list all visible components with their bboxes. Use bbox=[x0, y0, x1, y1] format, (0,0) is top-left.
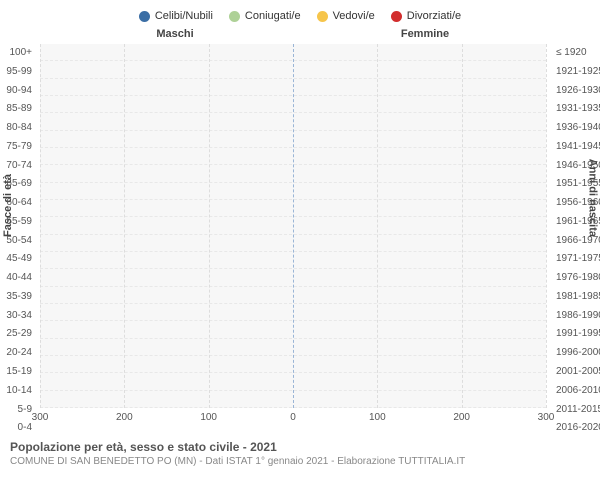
legend-item: Celibi/Nubili bbox=[139, 10, 213, 22]
birth-year-label: 1941-1945 bbox=[552, 142, 600, 161]
legend-item: Vedovi/e bbox=[317, 10, 375, 22]
age-label: 10-14 bbox=[0, 386, 36, 405]
legend-swatch bbox=[317, 11, 328, 22]
legend-swatch bbox=[139, 11, 150, 22]
chart-title: Popolazione per età, sesso e stato civil… bbox=[10, 440, 590, 454]
gridline bbox=[546, 44, 547, 408]
gridline bbox=[209, 44, 210, 408]
x-tick-label: 100 bbox=[200, 412, 217, 423]
plot-area: Fasce di età Anni di nascita 100+95-9990… bbox=[0, 40, 600, 434]
plot bbox=[40, 44, 546, 408]
legend-swatch bbox=[391, 11, 402, 22]
birth-year-label: 1926-1930 bbox=[552, 86, 600, 105]
legend: Celibi/Nubili Coniugati/e Vedovi/e Divorzia… bbox=[0, 0, 600, 28]
x-tick-label: 200 bbox=[116, 412, 133, 423]
y-axis-left-labels: 100+95-9990-9485-8980-8475-7970-7465-696… bbox=[0, 48, 36, 442]
chart-subtitle: COMUNE DI SAN BENEDETTO PO (MN) - Dati I… bbox=[10, 456, 590, 467]
age-label: 60-64 bbox=[0, 198, 36, 217]
legend-label: Vedovi/e bbox=[333, 10, 375, 22]
legend-label: Coniugati/e bbox=[245, 10, 301, 22]
birth-year-label: 1956-1960 bbox=[552, 198, 600, 217]
birth-year-label: 1936-1940 bbox=[552, 123, 600, 142]
birth-year-label: 1976-1980 bbox=[552, 273, 600, 292]
column-headers: Maschi Femmine bbox=[0, 28, 600, 40]
birth-year-label: 1921-1925 bbox=[552, 67, 600, 86]
age-label: 35-39 bbox=[0, 292, 36, 311]
gridline bbox=[462, 44, 463, 408]
age-label: 100+ bbox=[0, 48, 36, 67]
age-label: 0-4 bbox=[0, 423, 36, 442]
center-line bbox=[293, 44, 294, 408]
age-label: 40-44 bbox=[0, 273, 36, 292]
birth-year-label: 1961-1965 bbox=[552, 217, 600, 236]
birth-year-label: 2016-2020 bbox=[552, 423, 600, 442]
age-label: 70-74 bbox=[0, 161, 36, 180]
x-tick-label: 300 bbox=[32, 412, 49, 423]
age-label: 80-84 bbox=[0, 123, 36, 142]
legend-label: Divorziati/e bbox=[407, 10, 461, 22]
age-label: 30-34 bbox=[0, 311, 36, 330]
birth-year-label: 1996-2000 bbox=[552, 348, 600, 367]
legend-swatch bbox=[229, 11, 240, 22]
header-male: Maschi bbox=[0, 28, 300, 40]
birth-year-label: 1986-1990 bbox=[552, 311, 600, 330]
age-label: 75-79 bbox=[0, 142, 36, 161]
age-label: 45-49 bbox=[0, 254, 36, 273]
birth-year-label: 1981-1985 bbox=[552, 292, 600, 311]
x-axis: 3002001000100200300 bbox=[40, 412, 546, 426]
legend-label: Celibi/Nubili bbox=[155, 10, 213, 22]
chart-footer: Popolazione per età, sesso e stato civil… bbox=[0, 434, 600, 467]
age-label: 90-94 bbox=[0, 86, 36, 105]
age-label: 15-19 bbox=[0, 367, 36, 386]
birth-year-label: ≤ 1920 bbox=[552, 48, 600, 67]
age-label: 65-69 bbox=[0, 179, 36, 198]
population-pyramid-chart: Celibi/Nubili Coniugati/e Vedovi/e Divorzia… bbox=[0, 0, 600, 500]
legend-item: Divorziati/e bbox=[391, 10, 461, 22]
birth-year-label: 1931-1935 bbox=[552, 104, 600, 123]
gridline bbox=[124, 44, 125, 408]
age-label: 50-54 bbox=[0, 236, 36, 255]
birth-year-label: 1951-1955 bbox=[552, 179, 600, 198]
gridline bbox=[377, 44, 378, 408]
birth-year-label: 1966-1970 bbox=[552, 236, 600, 255]
gridline bbox=[40, 44, 41, 408]
x-tick-label: 200 bbox=[453, 412, 470, 423]
birth-year-label: 2006-2010 bbox=[552, 386, 600, 405]
age-label: 25-29 bbox=[0, 329, 36, 348]
age-label: 85-89 bbox=[0, 104, 36, 123]
birth-year-label: 1971-1975 bbox=[552, 254, 600, 273]
age-label: 55-59 bbox=[0, 217, 36, 236]
x-tick-label: 300 bbox=[538, 412, 555, 423]
birth-year-label: 1991-1995 bbox=[552, 329, 600, 348]
header-female: Femmine bbox=[300, 28, 600, 40]
x-tick-label: 100 bbox=[369, 412, 386, 423]
y-axis-right-labels: ≤ 19201921-19251926-19301931-19351936-19… bbox=[552, 48, 600, 442]
age-label: 5-9 bbox=[0, 405, 36, 424]
age-label: 20-24 bbox=[0, 348, 36, 367]
birth-year-label: 2011-2015 bbox=[552, 405, 600, 424]
legend-item: Coniugati/e bbox=[229, 10, 301, 22]
birth-year-label: 2001-2005 bbox=[552, 367, 600, 386]
x-tick-label: 0 bbox=[290, 412, 296, 423]
age-label: 95-99 bbox=[0, 67, 36, 86]
birth-year-label: 1946-1950 bbox=[552, 161, 600, 180]
